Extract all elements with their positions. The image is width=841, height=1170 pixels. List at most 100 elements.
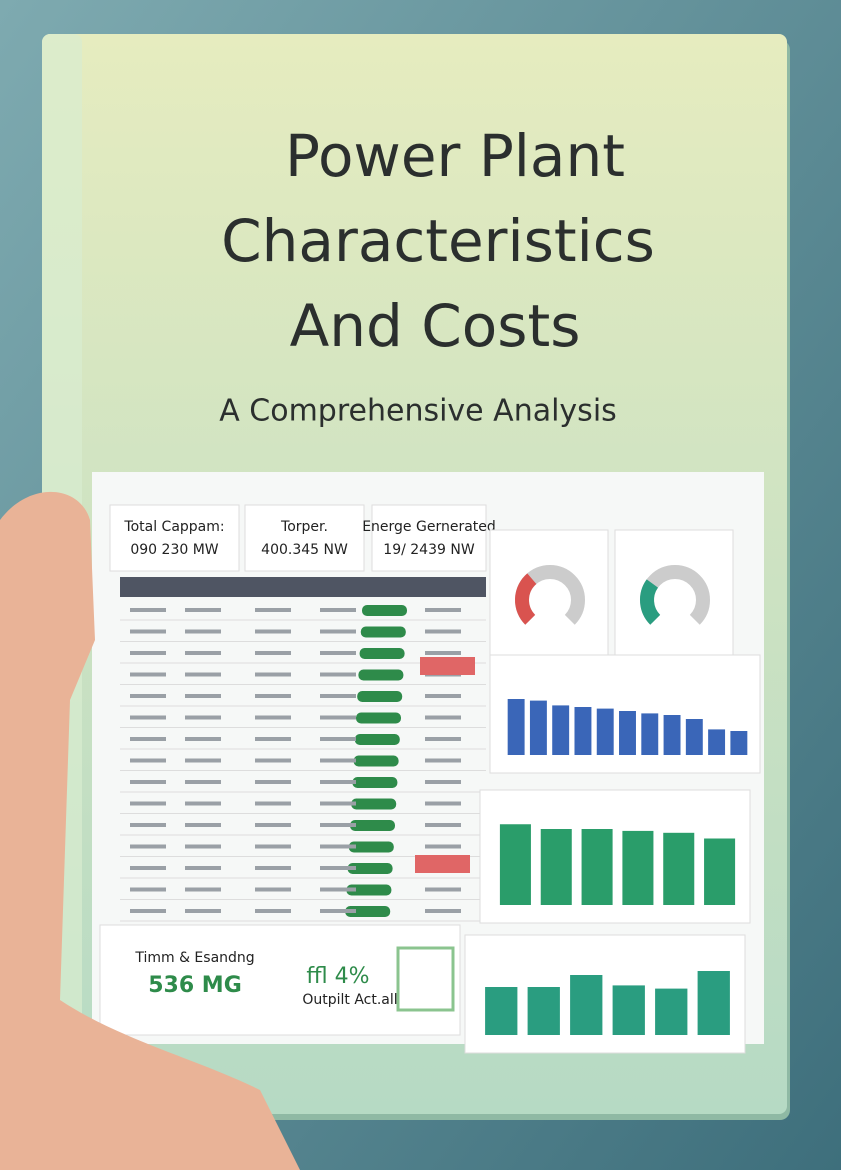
cell-text bbox=[320, 844, 356, 849]
cell-text bbox=[185, 801, 221, 806]
cell-text bbox=[255, 629, 291, 634]
kpi-label: Energe Gernerated bbox=[362, 519, 496, 535]
cell-text bbox=[320, 737, 356, 741]
cell-text bbox=[185, 737, 221, 741]
dashboard-content: Total Cappam: 090 230 MW Torper. 400.345 NW… bbox=[99, 504, 761, 1054]
alert-cell bbox=[415, 855, 470, 873]
cell-text bbox=[255, 608, 291, 612]
cell-text bbox=[425, 823, 461, 827]
title-line: Power Plant bbox=[285, 122, 625, 190]
cell-text bbox=[130, 629, 166, 634]
table-header bbox=[120, 577, 486, 597]
cell-text bbox=[425, 737, 461, 741]
cell-text bbox=[130, 737, 166, 741]
cell-text bbox=[185, 909, 221, 913]
kpi-value: 19/ 2439 NW bbox=[383, 542, 475, 558]
cell-text bbox=[130, 866, 166, 870]
cell-text bbox=[425, 694, 461, 698]
cell-text bbox=[255, 780, 291, 784]
cell-text bbox=[130, 909, 166, 913]
cell-text bbox=[185, 672, 221, 677]
bar bbox=[581, 829, 613, 905]
status-pill bbox=[356, 712, 401, 724]
cell-text bbox=[185, 694, 221, 698]
cell-text bbox=[130, 823, 166, 827]
status-pill bbox=[351, 798, 397, 810]
bar bbox=[529, 700, 547, 755]
cell-text bbox=[130, 801, 166, 806]
cell-text bbox=[255, 758, 291, 763]
cell-text bbox=[255, 823, 291, 827]
cell-text bbox=[130, 780, 166, 784]
bar bbox=[527, 987, 560, 1035]
cell-text bbox=[255, 844, 291, 849]
status-pill bbox=[357, 691, 403, 702]
footer-label: Timm & Esandng bbox=[134, 950, 254, 966]
cell-text bbox=[425, 651, 461, 655]
cell-text bbox=[130, 715, 166, 720]
kpi-value: 400.345 NW bbox=[261, 542, 348, 558]
bar bbox=[612, 985, 645, 1035]
status-pill bbox=[352, 777, 398, 788]
kpi-label: Total Cappam: bbox=[123, 519, 224, 535]
cell-text bbox=[320, 758, 356, 763]
thumbnail bbox=[396, 946, 455, 1012]
status-pill bbox=[346, 884, 392, 896]
bar bbox=[507, 699, 525, 755]
bar bbox=[619, 711, 636, 755]
kpi-card bbox=[244, 504, 365, 572]
kpi-label: Torper. bbox=[280, 519, 328, 535]
cell-text bbox=[425, 909, 461, 913]
cell-text bbox=[320, 866, 356, 870]
bar bbox=[697, 971, 730, 1035]
alert-cell bbox=[420, 657, 475, 675]
cell-text bbox=[320, 694, 356, 698]
cell-text bbox=[185, 823, 221, 827]
bar bbox=[622, 830, 654, 905]
cell-text bbox=[320, 651, 356, 655]
status-pill bbox=[358, 669, 404, 681]
bar bbox=[663, 832, 695, 905]
bar bbox=[552, 705, 570, 755]
kpi-card bbox=[109, 504, 240, 572]
cell-text bbox=[255, 651, 291, 655]
title-line: Characteristics bbox=[221, 207, 655, 275]
hand bbox=[0, 491, 300, 1170]
cell-text bbox=[255, 672, 291, 677]
cell-text bbox=[425, 715, 461, 720]
cell-text bbox=[130, 608, 166, 612]
cell-text bbox=[130, 651, 166, 655]
cell-text bbox=[130, 672, 166, 677]
cell-text bbox=[185, 715, 221, 720]
cell-text bbox=[320, 608, 356, 612]
bar bbox=[663, 715, 681, 755]
status-pill bbox=[360, 626, 406, 638]
gauge-card bbox=[614, 529, 734, 656]
cell-text bbox=[425, 844, 461, 849]
cell-text bbox=[130, 887, 166, 892]
bar bbox=[708, 729, 726, 755]
footer-card bbox=[99, 924, 461, 1036]
status-pill bbox=[353, 755, 399, 767]
cell-text bbox=[425, 629, 461, 634]
bar bbox=[704, 838, 736, 905]
cell-text bbox=[425, 801, 461, 806]
bar bbox=[685, 719, 703, 755]
bar bbox=[499, 824, 531, 905]
cell-text bbox=[255, 715, 291, 720]
status-pill bbox=[348, 841, 394, 853]
cell-text bbox=[185, 866, 221, 870]
bar bbox=[596, 708, 614, 755]
gauge-fill bbox=[515, 573, 537, 625]
bar bbox=[570, 975, 603, 1035]
cell-text bbox=[185, 780, 221, 784]
cell-text bbox=[320, 715, 356, 720]
bar bbox=[655, 988, 688, 1035]
cell-text bbox=[185, 608, 221, 612]
cell-text bbox=[320, 672, 356, 677]
kpi-card bbox=[371, 504, 487, 572]
status-pill bbox=[362, 605, 407, 616]
cell-text bbox=[425, 887, 461, 892]
